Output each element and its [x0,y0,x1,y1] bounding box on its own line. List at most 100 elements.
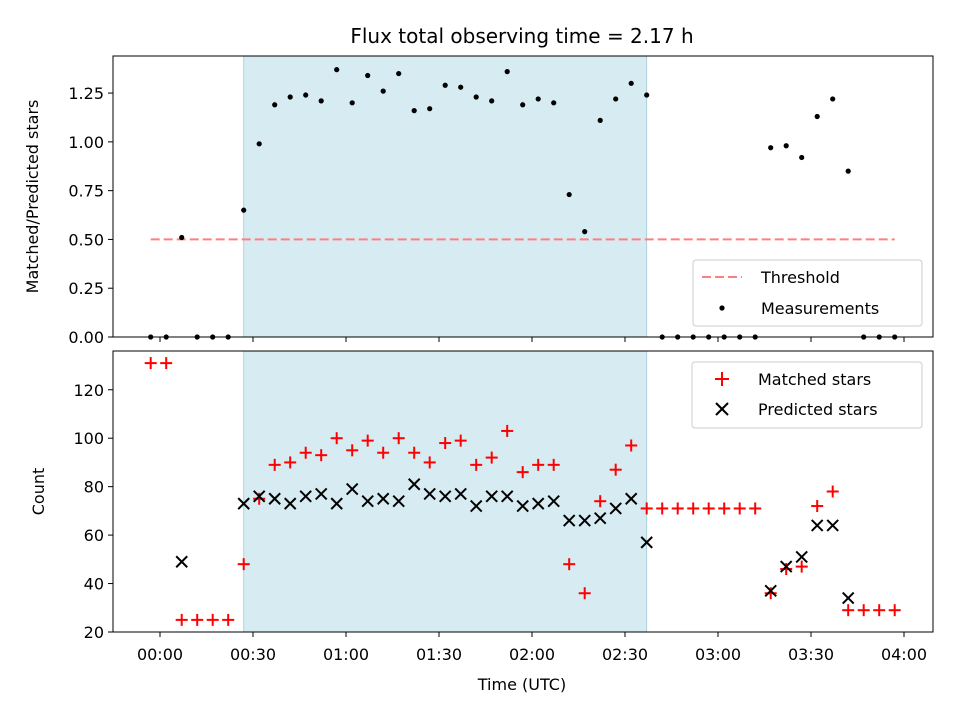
matched-star-point [795,560,808,573]
measurement-point [334,67,340,73]
predicted-star-point [516,499,529,513]
measurement-point [783,143,789,149]
matched-star-point [516,466,529,479]
matched-star-point [423,456,436,469]
matched-star-point [144,357,157,370]
matched-star-point [253,492,266,505]
matched-star-point [361,434,374,447]
x-tick-label: 03:30 [788,645,834,664]
matched-star-point [222,613,235,626]
matched-star-point [733,502,746,515]
measurement-point [551,100,557,106]
predicted-star-point [826,519,839,532]
y-tick-label: 1.25 [68,84,104,103]
measurement-point [799,154,805,161]
legend-measurements-label: Measurements [761,299,879,318]
x-tick-label: 00:30 [230,645,276,664]
predicted-star-point [330,497,343,510]
matched-star-point [299,446,312,459]
matched-star-point [485,451,498,464]
predicted-star-point [283,497,297,510]
ratio-x-ticks [159,337,905,342]
legend-measurements-swatch [719,305,725,311]
measurement-point [272,102,278,108]
legend-matched-swatch [715,372,729,386]
matched-star-point [609,463,622,476]
x-tick-label: 02:30 [602,645,648,664]
measurements-series [148,67,898,340]
y-tick-label: 60 [84,526,104,545]
predicted-star-point [392,494,405,508]
ratio-y-axis-label: Matched/Predicted stars [23,100,42,294]
predicted-star-point [314,487,328,501]
count-x-ticks: 00:00 00:30 01:00 01:30 02:00 02:30 03:00 03:30… [137,632,927,664]
ratio-legend: Threshold Measurements [692,259,923,327]
x-tick-label: 00:00 [137,645,183,664]
measurement-point [613,96,619,102]
y-tick-label: 20 [84,623,104,642]
measurement-point [582,229,588,235]
matched-star-point [702,502,715,515]
predicted-star-point [237,497,250,510]
y-tick-label: 0.25 [68,279,104,298]
matched-star-point [718,502,731,515]
matched-stars-series [144,357,901,626]
measurement-point [489,98,495,104]
ratio-panel: 0.00 0.25 0.50 0.75 1.00 1.25 Matched/Predict… [23,55,934,347]
y-tick-label: 40 [84,575,104,594]
measurement-point [535,96,541,102]
predicted-star-point [795,550,808,564]
matched-star-point [470,458,483,471]
measurement-point [256,141,262,147]
legend-predicted-label: Predicted stars [758,400,878,419]
measurement-point [473,94,479,100]
predicted-star-point [361,494,374,508]
matched-star-point [330,432,343,445]
measurement-point [442,82,448,88]
y-tick-label: 120 [73,381,104,400]
predicted-star-point [562,514,576,527]
legend-predicted-swatch [715,402,729,416]
predicted-star-point [345,482,359,496]
measurement-point [349,100,355,106]
matched-star-point [656,502,669,515]
x-tick-label: 03:00 [695,645,741,664]
count-y-ticks: 20 40 60 80 100 120 [73,381,113,642]
y-tick-label: 1.00 [68,133,104,152]
predicted-star-point [779,560,793,573]
x-axis-label: Time (UTC) [477,675,566,694]
matched-star-point [842,604,855,617]
matched-star-point [501,424,514,437]
matched-star-point [888,604,901,617]
matched-star-point [377,446,390,459]
matched-star-point [346,444,359,457]
count-legend: Matched stars Predicted stars [691,361,923,429]
measurement-point [396,70,402,77]
matched-star-point [873,604,886,617]
measurement-point [597,117,603,123]
measurement-point [814,113,820,120]
predicted-star-point [764,584,777,598]
x-tick-label: 01:00 [323,645,369,664]
matched-star-point [780,563,793,576]
predicted-star-point [500,490,514,503]
matched-star-point [671,502,684,515]
matched-star-point [749,502,762,515]
measurement-point [458,84,464,90]
observing-window-shade [243,350,648,633]
measurement-point [628,80,634,86]
measurement-point [768,145,774,151]
matched-star-point [640,502,653,515]
measurement-point [179,234,185,241]
predicted-star-point [531,497,545,510]
legend-matched-label: Matched stars [758,370,871,389]
matched-star-point [578,587,591,600]
predicted-star-point [469,499,483,513]
x-tick-label: 01:30 [416,645,462,664]
matched-star-point [160,357,173,370]
predicted-star-point [485,490,498,503]
matched-star-point [454,434,467,447]
matched-star-point [594,495,607,508]
matched-star-point [315,449,328,462]
